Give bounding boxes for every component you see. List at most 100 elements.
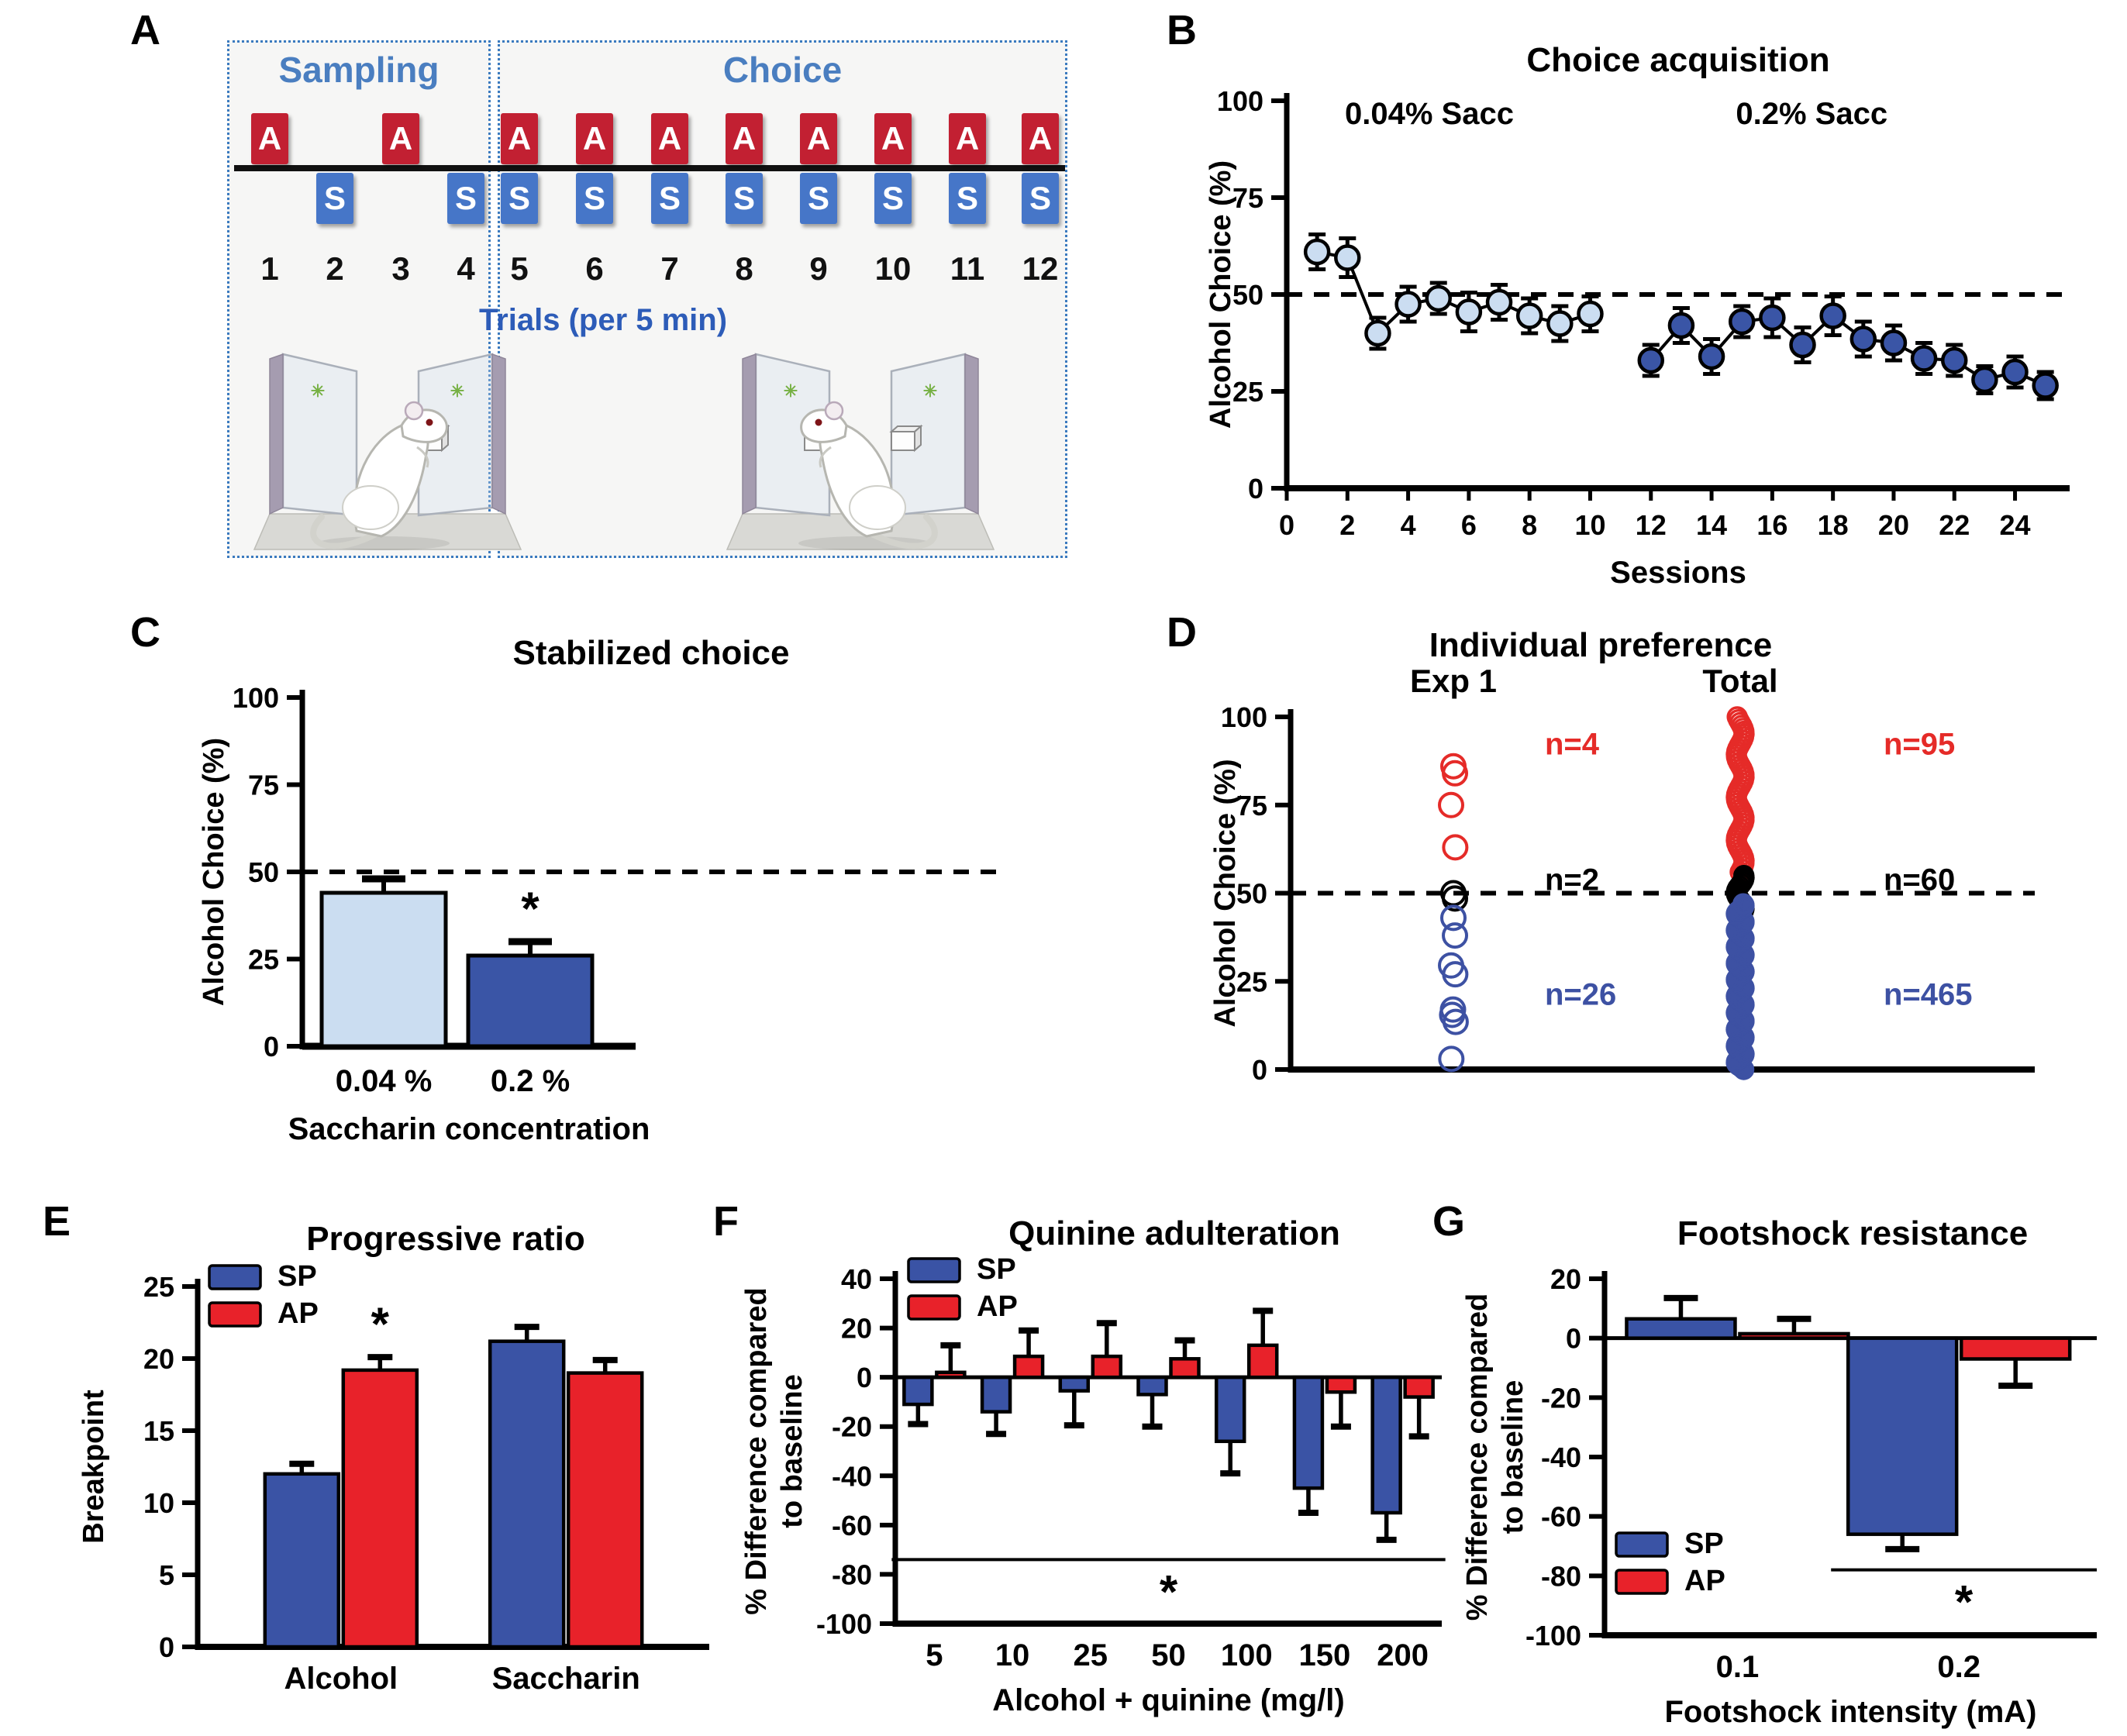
chart-quinine-adulteration: Quinine adulteration % Difference compare… (740, 1214, 1446, 1717)
sampling-chamber-illustration: ✳ ✳ (253, 353, 522, 550)
bar (1370, 1375, 1402, 1515)
y-tick-label: 0 (1566, 1323, 1581, 1355)
data-point (1667, 312, 1695, 339)
chart-choice-acquisition: Choice acquisition Alcohol Choice (%) 0 25 5… (1205, 41, 2070, 590)
chamber-left-wall (281, 353, 358, 517)
series-1 (1637, 294, 2059, 401)
saccharin-trial-box: S (576, 173, 613, 224)
y-tick-label: -80 (1541, 1560, 1581, 1592)
legend-swatch (907, 1257, 961, 1283)
trials-per-5min-label: Trials (per 5 min) (478, 303, 728, 337)
data-point (1880, 329, 1908, 356)
preference-point (1442, 961, 1469, 988)
x-category-label: 25 (1074, 1638, 1108, 1672)
bar (1091, 1354, 1123, 1380)
y-tick-label: -100 (816, 1608, 872, 1640)
data-point (1971, 366, 1998, 394)
x-tick-label: 12 (1636, 509, 1667, 541)
x-category-label: Alcohol (284, 1662, 398, 1696)
y-tick-label: 75 (248, 770, 279, 801)
y-tick-label: -40 (1541, 1442, 1581, 1473)
y-tick-label: 0 (857, 1362, 872, 1393)
alcohol-trial-box: A (800, 113, 837, 164)
legend: SP AP (1615, 1528, 1725, 1597)
legend-label: AP (1684, 1565, 1725, 1597)
bar (1246, 1343, 1279, 1380)
y-tick-label: -20 (1541, 1382, 1581, 1414)
trial-number: 4 (457, 250, 475, 287)
trial-number: 7 (660, 250, 679, 287)
trial-number: 5 (510, 250, 529, 287)
bar (1625, 1317, 1737, 1340)
legend-swatch (1615, 1531, 1669, 1558)
series-annotation: 0.04% Sacc (1345, 97, 1514, 131)
series-AP (341, 1354, 644, 1649)
series-AP (935, 1307, 1435, 1440)
series-SP (263, 1324, 566, 1649)
alcohol-trial-box: A (949, 113, 986, 164)
wall-marker-icon: ✳ (923, 381, 937, 401)
scatter-column (1725, 706, 1755, 1080)
series-SP (1625, 1294, 1959, 1552)
data-point (1940, 346, 1968, 374)
count-label: n=60 (1884, 863, 1955, 897)
trial-number: 8 (735, 250, 753, 287)
y-tick-label: 25 (1232, 376, 1263, 408)
y-tick-label: 15 (143, 1415, 174, 1447)
x-tick-label: 6 (1461, 509, 1477, 541)
preference-point (1442, 834, 1469, 861)
preference-point (1438, 791, 1465, 818)
y-axis-label: Alcohol Choice (%) (198, 738, 230, 1006)
trial-number: 11 (950, 250, 985, 287)
x-tick-label: 2 (1339, 509, 1355, 541)
y-tick-label: 20 (841, 1313, 872, 1345)
series-annotation: 0.2% Sacc (1736, 97, 1887, 131)
count-label: n=2 (1545, 863, 1599, 897)
x-category-label: 5 (926, 1638, 943, 1672)
legend-label: SP (977, 1253, 1016, 1286)
preference-point (1442, 1008, 1469, 1035)
legend-label: AP (977, 1290, 1018, 1323)
y-tick-label: 25 (248, 944, 279, 976)
x-category-label: 0.04 % (336, 1064, 433, 1098)
x-category-label: 10 (995, 1638, 1030, 1672)
significance-asterisk: * (521, 883, 540, 935)
y-axis-label: % Difference compared (740, 1287, 773, 1614)
wall-marker-icon: ✳ (450, 381, 464, 401)
saccharin-trial-box: S (501, 173, 538, 224)
y-tick-label: 50 (1236, 878, 1267, 910)
count-label: n=26 (1545, 977, 1616, 1011)
y-tick-label: -60 (832, 1510, 872, 1541)
saccharin-trial-box: S (1022, 173, 1059, 224)
chart-title: Individual preference (1429, 626, 1773, 664)
y-tick-label: 100 (1217, 85, 1263, 117)
x-category-label: 0.2 (1937, 1650, 1980, 1684)
bar (1846, 1336, 1959, 1536)
y-tick-label: 0 (264, 1031, 279, 1063)
x-tick-label: 4 (1401, 509, 1416, 541)
count-label: n=95 (1884, 727, 1955, 761)
y-tick-label: 20 (143, 1343, 174, 1375)
alcohol-trial-box: A (382, 113, 419, 164)
y-axis: 0 5 10 15 20 25 (143, 1271, 201, 1663)
chart-footshock-resistance: Footshock resistance % Difference compare… (1461, 1214, 2097, 1729)
y-tick-label: 25 (143, 1271, 174, 1303)
series-AP (1738, 1315, 2072, 1389)
chart-title: Choice acquisition (1526, 41, 1829, 79)
y-tick-label: 75 (1232, 182, 1263, 214)
bar (263, 1472, 341, 1649)
legend-swatch (1615, 1569, 1669, 1595)
y-axis-label: Breakpoint (78, 1390, 110, 1544)
alcohol-trial-box: A (874, 113, 912, 164)
y-axis-label: Alcohol Choice (%) (1205, 160, 1237, 429)
significance-asterisk: * (1955, 1576, 1974, 1628)
preference-point (1732, 893, 1754, 914)
choice-chamber-illustration: ✳ ✳ (726, 353, 995, 550)
rat-illustration (310, 401, 450, 550)
saccharin-trial-box: S (949, 173, 986, 224)
data-point (1789, 331, 1816, 359)
bar (1403, 1375, 1435, 1399)
choice-phase-title: Choice (722, 50, 843, 90)
bar (902, 1375, 934, 1407)
saccharin-trial-box: S (316, 173, 353, 224)
